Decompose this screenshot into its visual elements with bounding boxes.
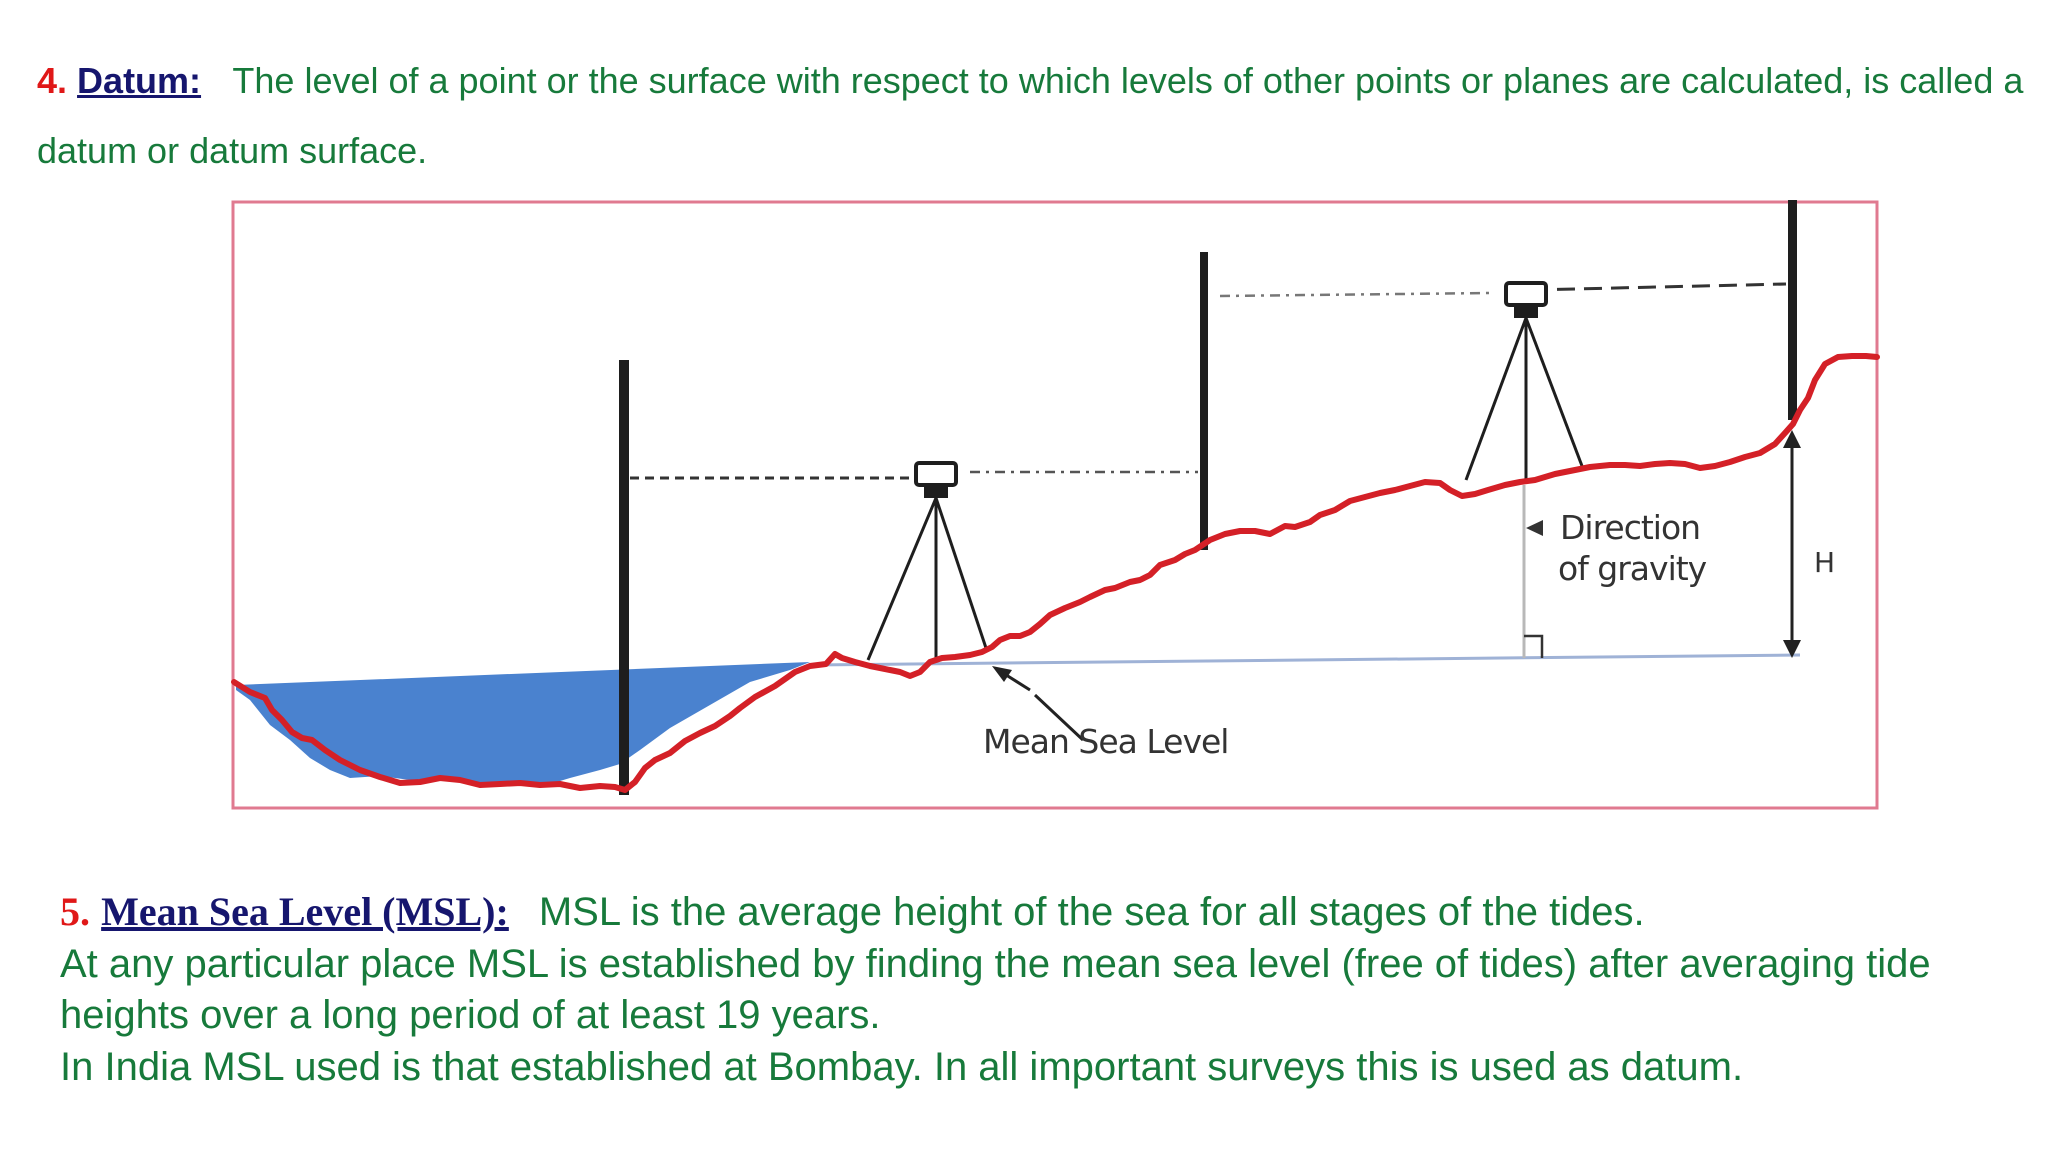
msl-pointer-arrow-icon: [992, 666, 1012, 682]
gravity-arrow-icon: [1526, 520, 1543, 536]
msl-text-1: MSL is the average height of the sea for…: [538, 890, 1645, 934]
msl-text-2: At any particular place MSL is establish…: [60, 941, 1931, 986]
staff-middle: [1200, 252, 1208, 550]
datum-diagram-svg: Direction of gravity H Mean Sea Level: [231, 200, 1880, 810]
diagram-frame: [231, 200, 1879, 810]
direction-of-gravity-label-2: of gravity: [1558, 549, 1707, 588]
msl-text-4: In India MSL used is that established at…: [60, 1044, 1744, 1089]
datum-diagram: Direction of gravity H Mean Sea Level: [230, 200, 1880, 810]
msl-text-3: heights over a long period of at least 1…: [60, 993, 881, 1037]
height-dimension: [1783, 430, 1801, 658]
mean-sea-level-line: [809, 653, 1801, 667]
height-label: H: [1814, 546, 1835, 579]
datum-section: 4. Datum: The level of a point or the su…: [37, 46, 2027, 186]
msl-term: Mean Sea Level (MSL):: [101, 889, 509, 934]
msl-pointer-line-2: [1033, 693, 1085, 742]
direction-of-gravity-label-1: Direction: [1560, 508, 1700, 547]
sea-water: [236, 662, 810, 785]
msl-number: 5.: [60, 889, 90, 934]
msl-line-1: 5. Mean Sea Level (MSL): MSL is the avera…: [60, 886, 2048, 939]
sight-line-2b: [1529, 282, 1787, 292]
sight-line-2a: [1219, 291, 1491, 298]
staff-left: [619, 360, 629, 795]
gravity-line: [1522, 485, 1544, 658]
level-instrument-1: [866, 461, 988, 661]
ground-profile: [231, 353, 1880, 793]
msl-section: 5. Mean Sea Level (MSL): MSL is the avera…: [60, 886, 2048, 1093]
staff-right: [1788, 200, 1797, 420]
mean-sea-level-label: Mean Sea Level: [983, 722, 1228, 761]
datum-number: 4.: [37, 60, 68, 101]
datum-term: Datum:: [77, 60, 202, 101]
datum-definition: The level of a point or the surface with…: [37, 60, 2024, 171]
level-instrument-2: [1464, 281, 1584, 484]
